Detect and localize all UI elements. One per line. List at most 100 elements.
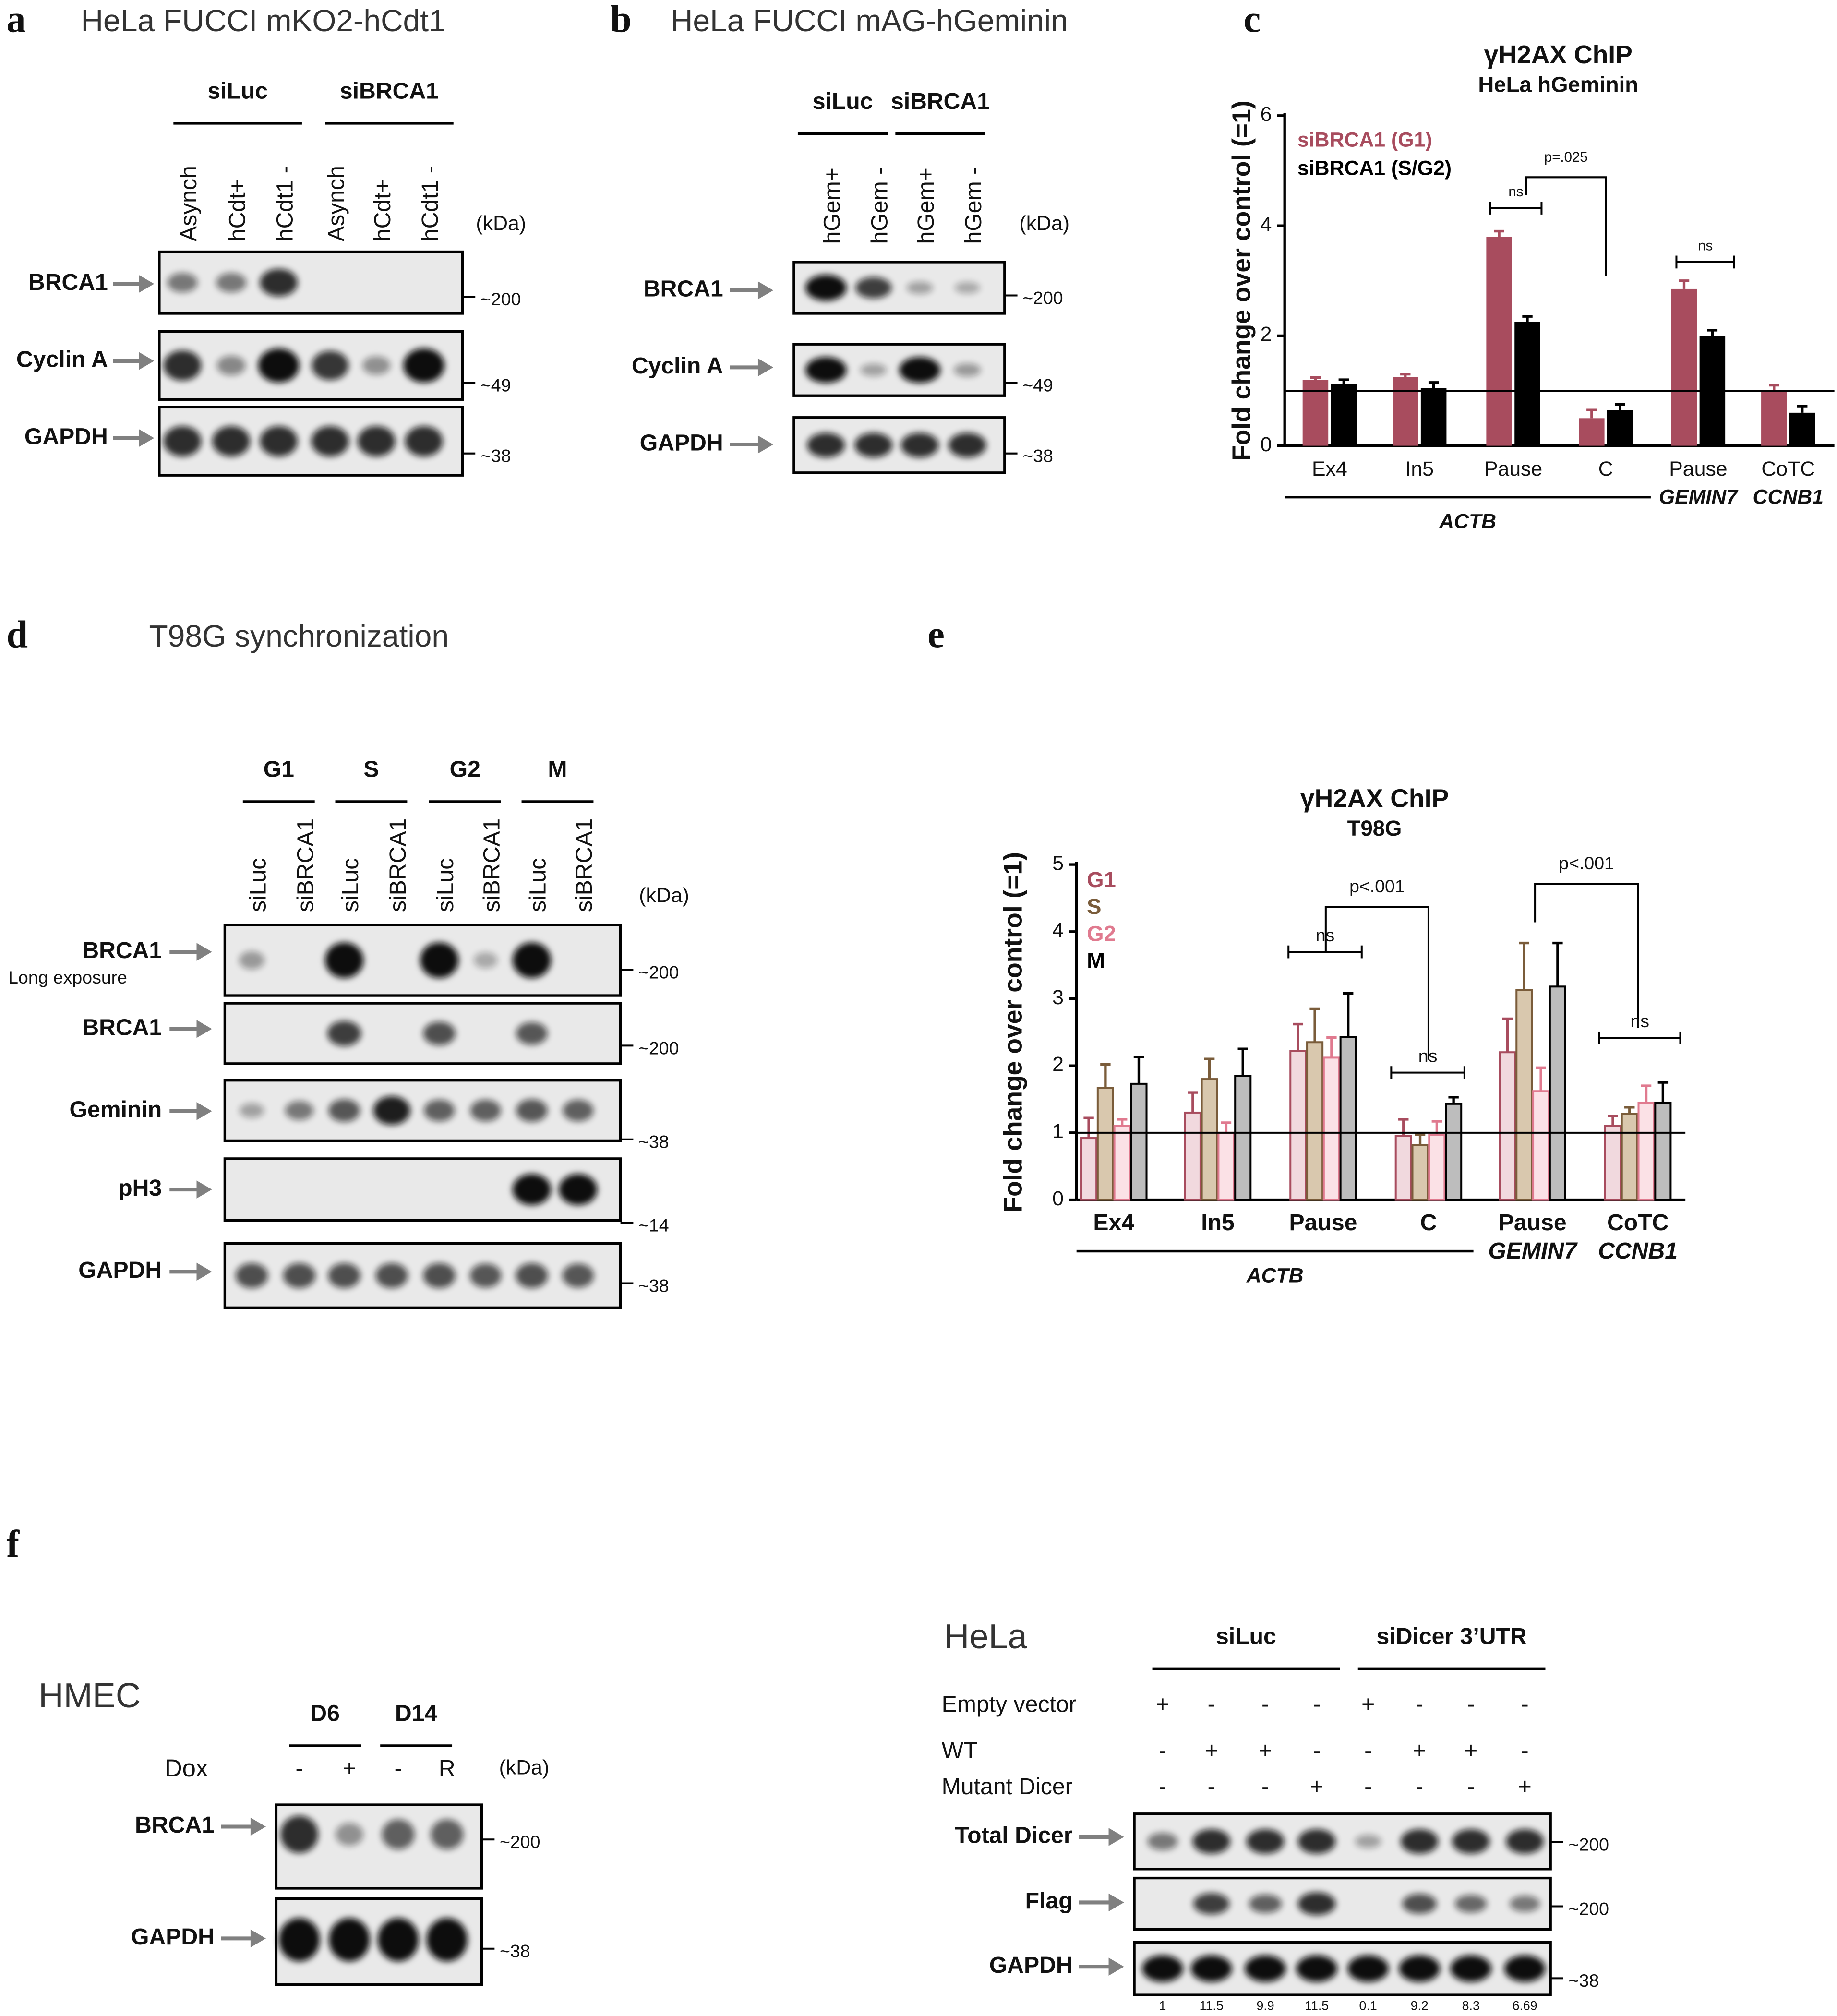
- blot-band: [285, 1101, 314, 1120]
- blot-band: [1454, 1895, 1487, 1913]
- lane-label: hCdt1 -: [272, 166, 298, 241]
- unit-label: (kDa): [476, 212, 526, 235]
- arrow-head: [139, 352, 155, 370]
- x-tick-label: Ex4: [1093, 1210, 1134, 1236]
- blot-frame: [223, 1002, 622, 1065]
- blot-band: [258, 348, 300, 383]
- bar: [1486, 237, 1512, 446]
- legend-entry: S: [1087, 894, 1101, 919]
- row-label: GAPDH: [24, 423, 108, 449]
- lane-label: siBRCA1: [479, 818, 504, 912]
- condition-mark: -: [1521, 1738, 1529, 1764]
- arrow-head: [196, 1102, 212, 1120]
- chart-subtitle: HeLa hGeminin: [1478, 72, 1638, 96]
- quantification: 9.9: [1256, 1998, 1274, 2013]
- arrow-head: [757, 358, 774, 377]
- bar: [1113, 1125, 1131, 1201]
- y-tick-label: 5: [1052, 852, 1064, 875]
- blot-band: [431, 1819, 464, 1849]
- condition-label: Mutant Dicer: [942, 1774, 1073, 1800]
- annotation: ns: [1630, 1011, 1649, 1031]
- unit-label: (kDa): [1019, 212, 1069, 235]
- quantification: 9.2: [1411, 1998, 1429, 2013]
- lane-label: hCdt+: [225, 179, 251, 241]
- group-label: GEMIN7: [1488, 1238, 1578, 1264]
- lane-label: siLuc: [337, 858, 363, 912]
- x-tick-label: Pause: [1289, 1210, 1357, 1236]
- row-label: BRCA1: [135, 1812, 215, 1838]
- blot-band: [424, 1099, 455, 1122]
- bar: [1201, 1078, 1218, 1201]
- row-label: BRCA1: [82, 937, 162, 963]
- blot-band: [260, 426, 298, 456]
- lane-label: -: [296, 1755, 303, 1781]
- legend-entry: G1: [1087, 867, 1116, 892]
- arrow-head: [196, 1262, 212, 1281]
- condition-mark: +: [1518, 1774, 1532, 1800]
- arrow-head: [1108, 1893, 1124, 1912]
- blot-band: [328, 1263, 360, 1288]
- size-label: ~38: [638, 1132, 669, 1152]
- panel-letter: a: [6, 0, 25, 41]
- group-label: G1: [264, 756, 294, 782]
- y-axis-label: Fold change over control (=1): [999, 852, 1027, 1212]
- y-tick-label: 2: [1052, 1053, 1064, 1076]
- row-label: GAPDH: [131, 1924, 215, 1950]
- y-tick-label: 0: [1052, 1187, 1064, 1210]
- blot-band: [473, 952, 498, 969]
- arrow-head: [196, 1020, 212, 1038]
- condition-mark: -: [1208, 1692, 1215, 1717]
- blot-band: [807, 432, 845, 457]
- arrow-head: [757, 435, 774, 454]
- size-label: ~14: [638, 1215, 669, 1236]
- condition-mark: -: [1521, 1692, 1529, 1717]
- y-tick-label: 3: [1052, 986, 1064, 1009]
- x-tick-label: Ex4: [1312, 457, 1347, 480]
- blot-band: [1452, 1829, 1490, 1854]
- annotation: p<.001: [1349, 876, 1405, 896]
- row-label: pH3: [118, 1175, 162, 1201]
- x-tick-label: C: [1598, 457, 1613, 480]
- x-tick-label: In5: [1201, 1210, 1235, 1236]
- x-tick-label: CoTC: [1761, 457, 1815, 480]
- row-label: Total Dicer: [955, 1823, 1073, 1848]
- arrow-head: [196, 943, 212, 961]
- blot-band: [953, 363, 981, 377]
- bar: [1654, 1101, 1672, 1201]
- bar: [1322, 1056, 1340, 1201]
- blot-band: [516, 1263, 548, 1288]
- bar: [1671, 288, 1697, 446]
- bar: [1080, 1137, 1098, 1201]
- size-label: ~38: [1569, 1970, 1599, 1991]
- blot-band: [1504, 1955, 1546, 1982]
- blot-band: [1249, 1894, 1282, 1913]
- blot-band: [312, 350, 349, 381]
- bar: [1789, 412, 1815, 446]
- panel-title: HeLa FUCCI mAG-hGeminin: [671, 3, 1068, 38]
- condition-label: WT: [942, 1738, 978, 1764]
- blot-band: [854, 432, 893, 457]
- condition-mark: -: [1261, 1692, 1269, 1717]
- blot-band: [311, 426, 349, 456]
- blot-band: [516, 1099, 548, 1122]
- bar: [1607, 410, 1633, 446]
- blot-band: [235, 1263, 268, 1288]
- blot-band: [805, 357, 847, 383]
- bar: [1549, 985, 1566, 1201]
- blot-band: [377, 1918, 419, 1962]
- blot-band: [382, 1819, 415, 1849]
- lane-label: hGem+: [819, 168, 845, 244]
- condition-label: Empty vector: [942, 1692, 1077, 1717]
- blot-band: [362, 356, 391, 375]
- bar: [1514, 322, 1540, 446]
- blot-frame: [223, 1079, 622, 1142]
- size-label: ~49: [480, 375, 511, 395]
- condition-mark: -: [1261, 1774, 1269, 1800]
- blot-band: [855, 277, 892, 299]
- bar: [1420, 388, 1447, 446]
- blot-band: [328, 1099, 360, 1122]
- group-label: GEMIN7: [1659, 486, 1739, 509]
- blot-band: [954, 282, 980, 294]
- arrow-head: [139, 275, 155, 293]
- lane-label: hGem -: [867, 167, 893, 244]
